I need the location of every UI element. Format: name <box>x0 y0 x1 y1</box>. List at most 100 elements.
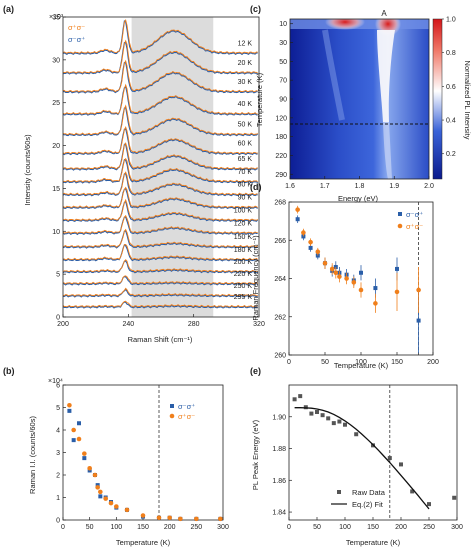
y-tick-label-b: 1 <box>56 495 60 502</box>
spectrum-line <box>63 173 258 197</box>
sigma-plus-minus-point <box>329 266 335 272</box>
sigma-plus-minus-point <box>114 504 119 509</box>
raw-data-point <box>354 432 359 437</box>
panel-label-b: (b) <box>3 366 15 376</box>
raw-data-point <box>387 456 392 461</box>
colorbar-tick-label: 0.6 <box>446 84 456 91</box>
colorbar-tick-label: 0.2 <box>446 151 456 158</box>
x-tick-label-d: 0 <box>287 359 291 366</box>
y-tick-label-b: 6 <box>56 383 60 390</box>
legend-e-entry-1: Raw Data <box>352 488 386 497</box>
y-tick-label-d: 262 <box>274 314 286 321</box>
spectrum-line <box>63 18 258 54</box>
spectrum-line <box>63 243 258 261</box>
y-axis-label-b: Raman I.I. (counts/60s) <box>28 416 37 494</box>
temperature-label: 150 K <box>234 234 253 241</box>
x-tick-label-c: 1.6 <box>285 183 295 190</box>
sigma-plus-minus-point <box>92 472 98 478</box>
sigma-plus-minus-point <box>67 402 72 408</box>
spectrum-line <box>63 126 258 155</box>
y-tick-label-b: 4 <box>56 428 60 435</box>
spectrum-line <box>63 301 258 309</box>
x-tick-label-d: 150 <box>391 359 403 366</box>
panel-c-pl-heatmap: A 1.6 1.7 1.8 1.9 2.01030507090120180220290 … <box>255 9 472 203</box>
y-tick-label-a: 25 <box>52 100 60 107</box>
y-multiplier-a: ×10³ <box>49 14 64 21</box>
y-axis-label-a: Intensity (counts/60s) <box>23 134 32 206</box>
raw-data-point <box>427 502 431 507</box>
y-tick-label-c: 70 <box>279 78 287 85</box>
legend-d-entry-1: σ⁻σ⁺ <box>406 210 423 219</box>
sigma-plus-minus-point <box>194 516 199 522</box>
y-tick-label-d: 268 <box>274 200 286 207</box>
sigma-minus-plus-point <box>67 408 72 413</box>
colorbar-tick-label: 0.4 <box>446 118 456 125</box>
panel-a-raman-spectra: 200 240 280 320 0 5 10 15 20 25 30 35 12 K 20 K 30 K 4… <box>23 14 265 344</box>
sigma-plus-minus-point <box>98 489 103 495</box>
temperature-label: 30 K <box>238 79 253 86</box>
spectrum-line <box>63 230 259 249</box>
raw-data-point <box>320 413 325 418</box>
y-tick-label-c: 50 <box>279 59 287 66</box>
raw-data-point <box>331 421 336 426</box>
y-tick-label-c: 90 <box>279 97 287 104</box>
y-tick-label-c: 180 <box>275 134 287 141</box>
sigma-plus-minus-point <box>333 270 339 276</box>
x-axis-label-e: Temperature (K) <box>346 538 401 547</box>
spectrum-line <box>63 200 259 223</box>
spectrum-line <box>63 85 258 116</box>
sigma-minus-plus-point <box>395 266 399 271</box>
sigma-plus-minus-point <box>178 516 183 522</box>
temperature-label: 90 K <box>238 195 253 202</box>
spectrum-line <box>63 83 258 115</box>
raw-data-point <box>315 410 319 414</box>
legend-b: σ⁻σ⁺ σ⁺σ⁻ <box>169 402 195 421</box>
plot-frame-a <box>62 16 260 318</box>
y-tick-label-c: 290 <box>275 172 287 179</box>
sigma-plus-minus-point <box>95 485 100 490</box>
raw-data-point <box>309 411 314 416</box>
x-tick-label-e: 250 <box>423 524 435 531</box>
colorbar <box>432 18 443 180</box>
temperature-label: 200 K <box>234 259 253 266</box>
spectrum-line <box>63 143 258 171</box>
sigma-plus-minus-point <box>156 515 162 521</box>
temperature-label: 180 K <box>234 247 253 254</box>
sigma-plus-minus-point <box>315 249 321 255</box>
x-tick-label-d: 200 <box>427 359 439 366</box>
legend-d: σ⁻σ⁺ σ⁺σ⁻ <box>397 210 423 231</box>
x-tick-label-a: 240 <box>122 321 134 328</box>
sigma-plus-minus-point <box>76 436 82 442</box>
panel-label-d: (d) <box>250 182 262 192</box>
x-tick-label-b: 50 <box>86 524 94 531</box>
panel-e-pl-peak-energy: 0 50 100 150 200 250 300 1.84 1.86 1.88 1.90 Tempe… <box>251 384 463 547</box>
y-axis-label-d: Raman Frequency (cm⁻¹) <box>251 235 260 321</box>
spectrum-line <box>63 259 258 273</box>
temperature-label: 80 K <box>238 182 253 189</box>
x-axis-label-d: Temperature (K) <box>334 361 389 370</box>
y-tick-label-a: 20 <box>52 143 60 150</box>
y-tick-label-c: 120 <box>275 115 287 122</box>
sigma-plus-minus-point <box>351 280 357 285</box>
x-tick-label-b: 0 <box>61 524 65 531</box>
y-axis-label-e: PL Peak Energy (eV) <box>251 419 260 490</box>
sigma-minus-plus-point <box>295 217 300 222</box>
y-tick-label-e: 1.90 <box>272 414 286 421</box>
ticks-c: 1.6 1.7 1.8 1.9 2.0 10 30 50 70 90 120 180 220 290 <box>275 21 434 190</box>
temperature-label: 12 K <box>238 40 253 47</box>
colorbar-ticks: 0.2 0.4 0.6 0.8 1.0 <box>442 17 456 158</box>
sigma-minus-plus-point <box>71 438 76 443</box>
x-tick-label-c: 1.8 <box>355 183 365 190</box>
legend-e-marker-1 <box>337 490 341 494</box>
y-tick-label-c: 30 <box>279 40 287 47</box>
x-tick-label-e: 150 <box>367 524 379 531</box>
plot-d-marks: 0 50 100 150 200 260 262 264 266 268 <box>274 200 439 367</box>
y-tick-label-a: 15 <box>52 186 60 193</box>
y-tick-label-a: 30 <box>52 57 60 64</box>
x-tick-label-a: 280 <box>188 321 200 328</box>
legend-b-marker-2 <box>169 413 175 419</box>
y-tick-label-c: 10 <box>279 21 287 28</box>
legend-a: σ⁺σ⁻ σ⁻σ⁺ <box>68 23 85 44</box>
sigma-plus-minus-point <box>337 274 342 279</box>
